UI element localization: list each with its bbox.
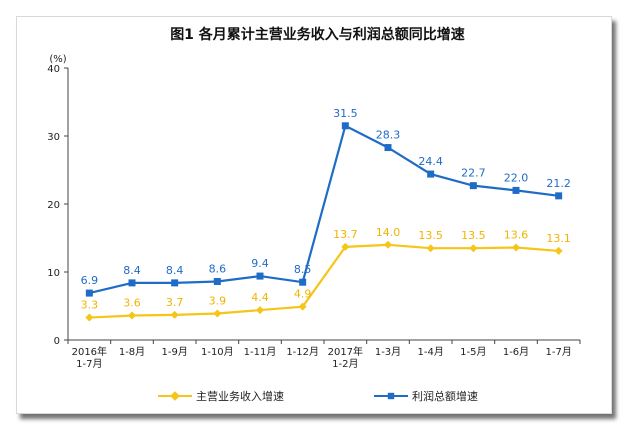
square-marker-icon [374,390,408,402]
data-label-profit: 8.6 [209,263,227,276]
data-point-revenue [256,306,264,315]
data-label-profit: 22.0 [504,171,529,184]
y-tick-label: 0 [54,336,60,347]
data-point-revenue [85,313,94,322]
data-label-revenue: 13.7 [333,228,358,241]
data-label-profit: 24.4 [418,155,443,168]
y-tick-label: 10 [47,268,60,279]
x-tick-label: 1-11月 [244,346,277,358]
data-point-profit [171,279,179,287]
x-tick-label: 1-5月 [460,346,486,358]
data-label-revenue: 13.1 [546,232,571,245]
data-label-revenue: 13.6 [504,229,529,242]
series-line-1 [89,124,559,295]
x-tick-label: 1-9月 [161,346,187,358]
x-tick-label: 1-7月 [545,346,571,358]
x-tick-label: 1-6月 [503,346,529,358]
data-point-revenue [426,244,435,253]
data-point-revenue [384,240,392,249]
data-point-profit [213,278,221,286]
data-label-profit: 8.5 [294,263,312,276]
data-label-revenue: 3.9 [209,294,227,307]
data-point-profit [555,192,563,200]
data-point-revenue [512,243,520,252]
x-tick-label: 2016年 [72,345,107,358]
y-tick-label: 20 [47,200,60,211]
x-tick-label: 1-8月 [119,346,145,358]
legend-item-profit: 利润总额增速 [374,388,478,404]
y-axis-unit: (%) [49,54,66,65]
data-label-revenue: 3.7 [166,296,184,309]
data-label-profit: 9.4 [251,257,269,270]
data-label-profit: 22.7 [461,167,486,180]
data-label-profit: 31.5 [333,107,358,120]
x-tick-label: 1-4月 [417,346,443,358]
data-point-profit [512,186,520,194]
diamond-marker-icon [158,390,192,402]
data-point-profit [427,170,435,178]
data-label-revenue: 13.5 [418,229,443,242]
legend-item-revenue: 主营业务收入增速 [158,388,284,404]
data-point-revenue [341,242,350,251]
x-tick-label: 2017年 [328,345,363,358]
data-label-revenue: 3.3 [81,299,99,312]
data-label-revenue: 3.6 [123,297,141,310]
series-line-0 [89,243,559,319]
data-label-revenue: 4.4 [251,291,269,304]
data-point-revenue [469,244,478,253]
data-label-revenue: 14.0 [376,226,401,239]
chart-title: 图1 各月累计主营业务收入与利润总额同比增速 [170,27,465,43]
data-point-revenue [554,246,563,255]
data-label-profit: 6.9 [81,274,99,287]
x-tick-label: 1-7月 [76,358,102,370]
data-point-profit [256,272,264,280]
y-tick-label: 30 [47,132,60,143]
data-point-revenue [128,311,136,320]
data-point-profit [341,122,349,130]
data-label-profit: 8.4 [166,264,184,277]
y-tick-label: 40 [47,64,60,75]
x-tick-label: 1-3月 [375,346,401,358]
legend-label-profit: 利润总额增速 [412,390,478,403]
x-tick-label: 1-12月 [286,346,319,358]
data-point-revenue [298,302,307,311]
data-point-profit [128,279,136,287]
data-point-profit [299,278,307,286]
data-point-revenue [213,309,222,318]
data-label-profit: 28.3 [376,129,401,142]
data-point-profit [384,144,392,152]
chart-frame [16,16,612,414]
legend-label-revenue: 主营业务收入增速 [196,390,284,403]
data-point-revenue [170,310,179,319]
data-label-profit: 21.2 [546,177,571,190]
x-tick-label: 1-2月 [332,358,358,370]
data-point-profit [85,289,93,297]
data-point-profit [469,182,477,190]
x-tick-label: 1-10月 [201,346,234,358]
data-label-revenue: 13.5 [461,229,486,242]
data-label-revenue: 4.9 [294,288,312,301]
data-label-profit: 8.4 [123,264,141,277]
